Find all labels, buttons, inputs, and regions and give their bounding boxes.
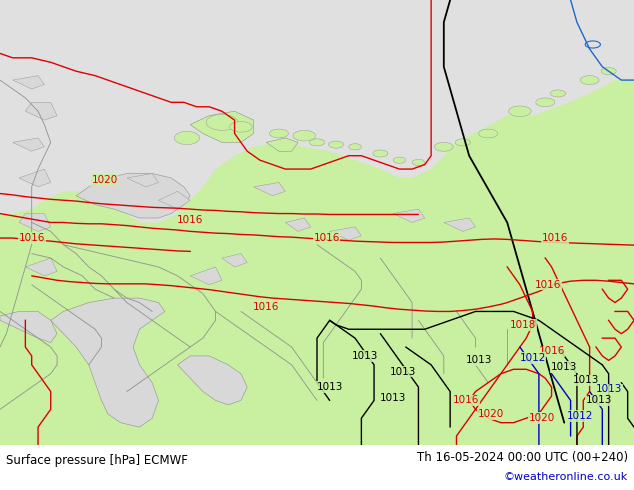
Polygon shape xyxy=(309,139,325,146)
Polygon shape xyxy=(293,130,316,141)
Polygon shape xyxy=(127,173,158,187)
Text: 1016: 1016 xyxy=(253,302,280,312)
Polygon shape xyxy=(254,182,285,196)
Polygon shape xyxy=(434,143,453,151)
Text: 1013: 1013 xyxy=(380,393,406,403)
Text: Surface pressure [hPa] ECMWF: Surface pressure [hPa] ECMWF xyxy=(6,454,188,467)
Text: 1012: 1012 xyxy=(519,353,546,363)
Polygon shape xyxy=(19,214,51,231)
Text: 1016: 1016 xyxy=(18,233,45,243)
Polygon shape xyxy=(19,169,51,187)
Text: 1018: 1018 xyxy=(510,320,536,330)
Polygon shape xyxy=(330,227,361,240)
Text: 1012: 1012 xyxy=(567,411,593,421)
Polygon shape xyxy=(601,68,616,75)
Polygon shape xyxy=(580,75,599,84)
Polygon shape xyxy=(349,144,361,150)
Polygon shape xyxy=(536,98,555,107)
Text: 1013: 1013 xyxy=(465,355,492,366)
Polygon shape xyxy=(174,131,200,145)
Text: 1016: 1016 xyxy=(313,233,340,243)
Polygon shape xyxy=(444,218,476,231)
Polygon shape xyxy=(13,138,44,151)
Polygon shape xyxy=(190,267,222,285)
Polygon shape xyxy=(178,356,247,405)
Text: Th 16-05-2024 00:00 UTC (00+240): Th 16-05-2024 00:00 UTC (00+240) xyxy=(417,451,628,464)
Text: 1013: 1013 xyxy=(586,395,612,405)
Polygon shape xyxy=(508,106,531,117)
Polygon shape xyxy=(206,114,238,130)
Polygon shape xyxy=(550,90,566,97)
Polygon shape xyxy=(285,218,311,231)
Text: 1013: 1013 xyxy=(316,382,343,392)
Text: 1013: 1013 xyxy=(351,351,378,361)
Text: 1016: 1016 xyxy=(453,395,479,405)
Polygon shape xyxy=(455,139,470,146)
Polygon shape xyxy=(479,129,498,138)
Text: 1016: 1016 xyxy=(538,346,565,357)
Polygon shape xyxy=(373,150,388,157)
Text: 1016: 1016 xyxy=(535,280,562,290)
Text: 1013: 1013 xyxy=(389,367,416,376)
Polygon shape xyxy=(190,111,254,143)
Text: 1020: 1020 xyxy=(529,413,555,423)
Polygon shape xyxy=(0,0,634,222)
Polygon shape xyxy=(76,173,190,218)
Polygon shape xyxy=(230,122,252,132)
Text: 1013: 1013 xyxy=(595,384,622,394)
Polygon shape xyxy=(269,129,288,138)
Polygon shape xyxy=(266,138,298,151)
Polygon shape xyxy=(0,312,57,343)
Text: 1013: 1013 xyxy=(573,375,600,386)
Polygon shape xyxy=(328,141,344,148)
Polygon shape xyxy=(51,298,165,427)
Text: 1020: 1020 xyxy=(478,409,505,419)
Polygon shape xyxy=(158,191,190,209)
Polygon shape xyxy=(25,258,57,276)
Polygon shape xyxy=(412,159,425,166)
Polygon shape xyxy=(393,157,406,163)
Text: 1016: 1016 xyxy=(177,215,204,225)
Polygon shape xyxy=(25,102,57,120)
Polygon shape xyxy=(222,254,247,267)
Text: 1020: 1020 xyxy=(91,175,118,185)
Polygon shape xyxy=(13,75,44,89)
Text: ©weatheronline.co.uk: ©weatheronline.co.uk xyxy=(503,472,628,482)
Text: 1016: 1016 xyxy=(541,233,568,243)
Polygon shape xyxy=(393,209,425,222)
Text: 1013: 1013 xyxy=(551,362,578,372)
